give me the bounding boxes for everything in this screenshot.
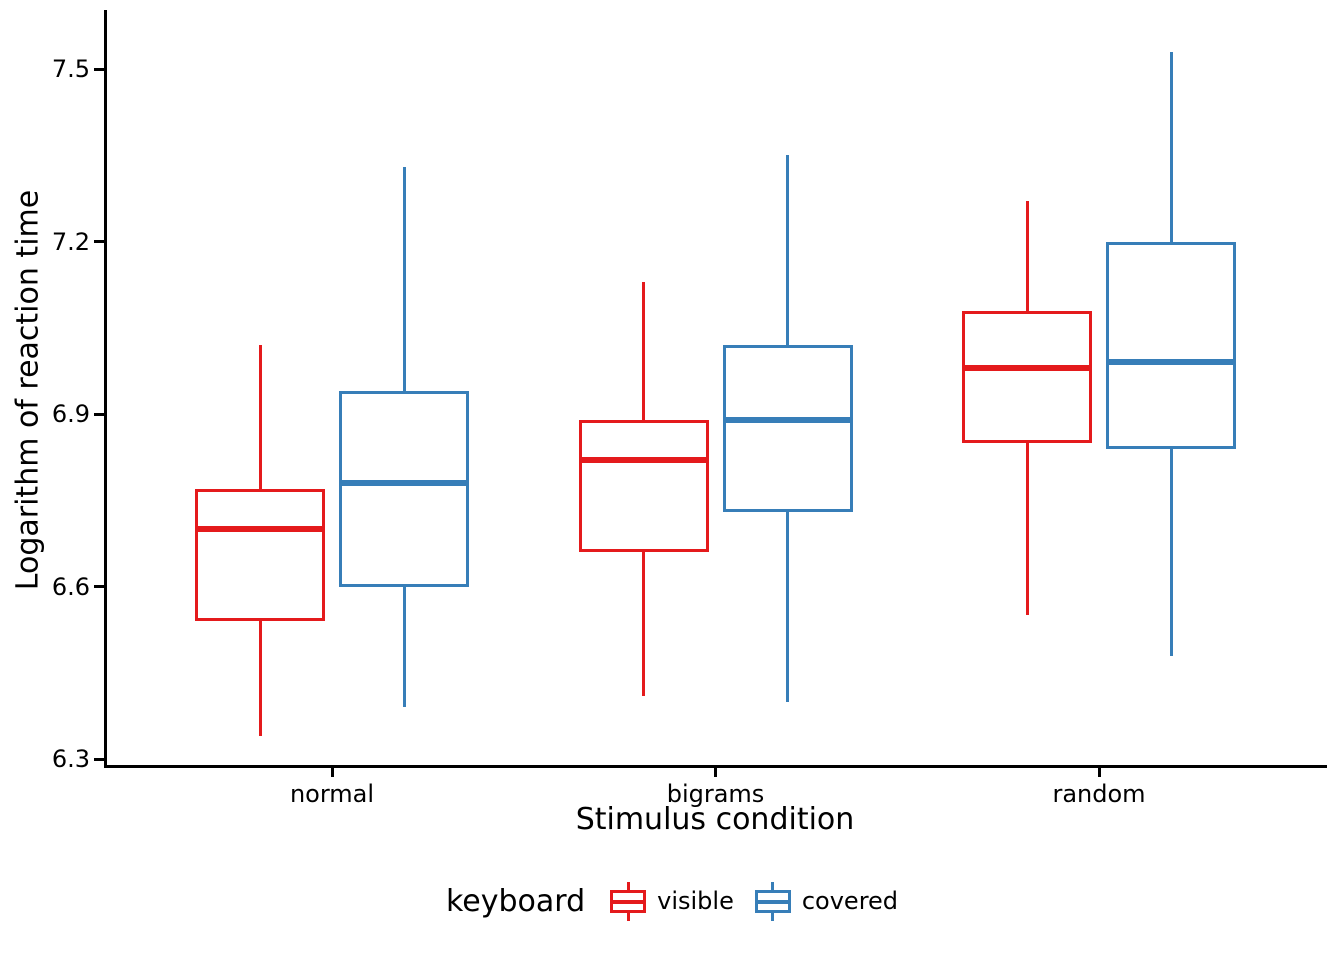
- x-tick-mark: [1097, 768, 1101, 777]
- legend-item-visible: visible: [609, 882, 734, 921]
- y-tick-label: 6.9: [51, 400, 90, 428]
- legend-item-covered: covered: [754, 882, 899, 921]
- legend-label-covered: covered: [801, 887, 899, 915]
- y-tick-mark: [94, 585, 104, 588]
- y-axis-title: Logarithm of reaction time: [10, 189, 46, 591]
- boxplot-lower-whisker: [1025, 442, 1029, 616]
- plot-area: 6.3 6.6 6.9 7.2 7.5 normal bigrams random: [51, 10, 1327, 808]
- boxplot-lower-whisker: [258, 621, 262, 736]
- glyph-upper-whisker: [626, 882, 630, 890]
- glyph-median: [757, 899, 788, 904]
- boxplot-median: [198, 526, 322, 532]
- y-tick-label: 6.3: [51, 745, 90, 773]
- boxplot-box: [1106, 241, 1236, 449]
- y-axis-spine: [103, 10, 107, 768]
- y-tick-mark: [94, 757, 104, 761]
- glyph-upper-whisker: [771, 882, 775, 890]
- boxplot-lower-whisker: [1169, 448, 1173, 656]
- boxplot-upper-whisker: [402, 166, 406, 391]
- boxplot-box: [722, 345, 853, 512]
- boxplot-lower-whisker: [642, 552, 645, 696]
- boxplot-upper-whisker: [258, 345, 262, 489]
- y-tick-label: 7.5: [51, 55, 90, 83]
- glyph-lower-whisker: [626, 913, 630, 921]
- boxplot-upper-whisker: [642, 281, 645, 420]
- boxplot-glyph-visible-icon: [609, 882, 647, 921]
- x-axis-title: Stimulus condition: [575, 802, 855, 837]
- x-tick-label: random: [1052, 780, 1146, 808]
- boxplot-upper-whisker: [1169, 51, 1173, 242]
- boxplot-upper-whisker: [786, 155, 789, 345]
- legend: keyboard visible covered: [0, 882, 1344, 921]
- boxplot-median: [581, 457, 706, 463]
- boxplot-lower-whisker: [402, 586, 406, 708]
- x-tick-label: normal: [289, 780, 375, 808]
- boxplot-box: [339, 391, 469, 587]
- boxplot-upper-whisker: [1025, 201, 1029, 311]
- y-tick-mark: [94, 67, 104, 71]
- glyph-median: [613, 899, 644, 904]
- glyph-lower-whisker: [771, 913, 775, 921]
- y-tick-mark: [94, 240, 104, 243]
- boxplot-median: [965, 365, 1089, 371]
- x-tick-label: bigrams: [666, 780, 765, 808]
- x-tick-mark: [714, 768, 717, 777]
- legend-label-visible: visible: [657, 887, 734, 915]
- boxplot-median: [1109, 359, 1233, 366]
- boxplot-glyph-covered-icon: [754, 882, 792, 921]
- boxplot-box: [962, 310, 1092, 443]
- y-tick-mark: [94, 412, 104, 416]
- boxplot-lower-whisker: [786, 511, 789, 702]
- legend-title: keyboard: [445, 883, 586, 919]
- y-tick-label: 6.6: [51, 572, 90, 601]
- x-tick-mark: [330, 768, 334, 777]
- boxplot-median: [342, 480, 466, 486]
- boxplot-box: [195, 488, 325, 621]
- x-axis-spine: [103, 765, 1327, 768]
- y-tick-label: 7.2: [51, 227, 90, 256]
- boxplot-median: [725, 416, 850, 423]
- boxplot-box: [578, 419, 709, 552]
